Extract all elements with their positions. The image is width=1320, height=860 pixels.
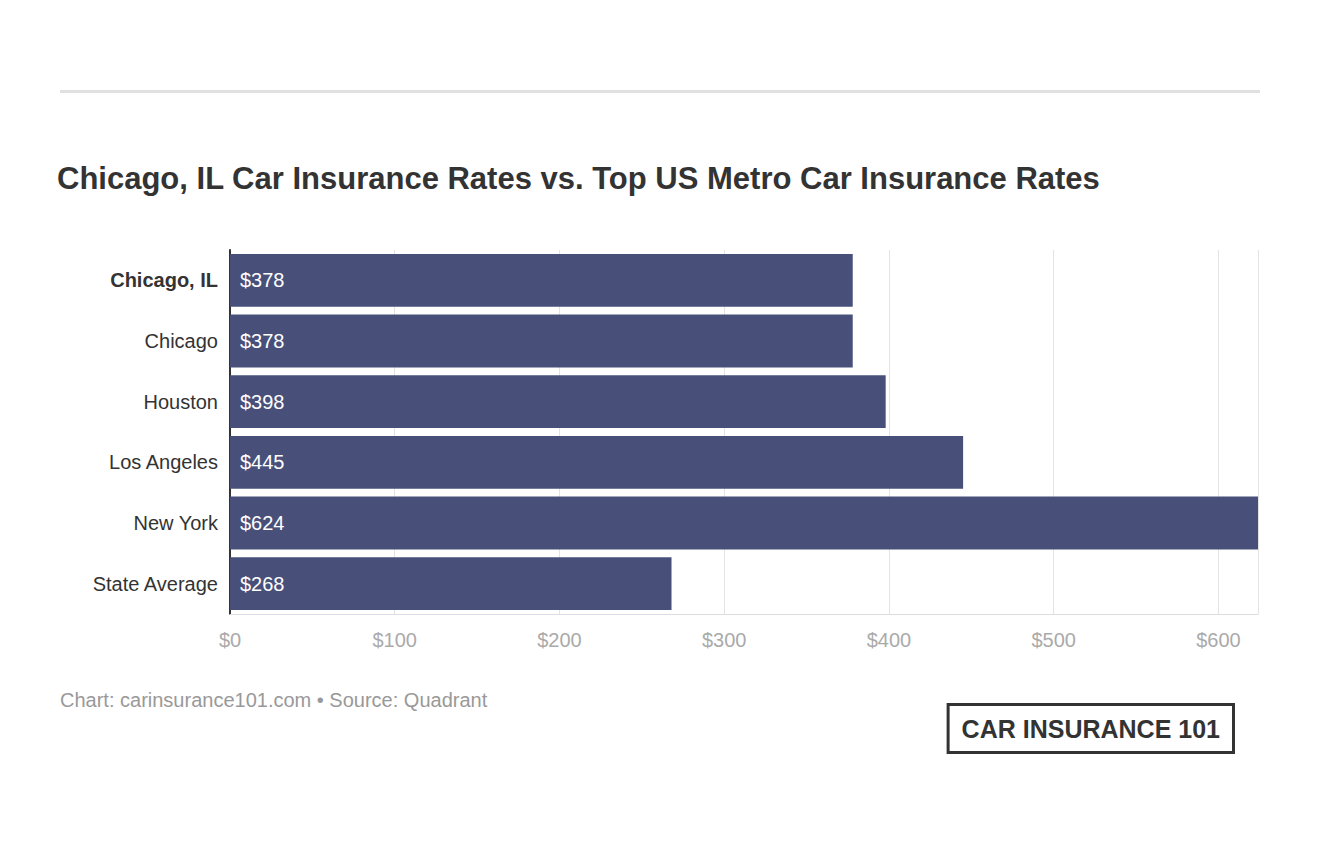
svg-text:$0: $0: [219, 629, 241, 651]
svg-text:Chart: carinsurance101.com • S: Chart: carinsurance101.com • Source: Qua…: [60, 689, 488, 711]
svg-text:$378: $378: [240, 269, 285, 291]
svg-text:$268: $268: [240, 573, 285, 595]
svg-text:CAR INSURANCE 101: CAR INSURANCE 101: [962, 715, 1220, 743]
svg-text:$398: $398: [240, 391, 285, 413]
svg-text:$300: $300: [702, 629, 747, 651]
svg-text:$100: $100: [372, 629, 417, 651]
svg-text:$400: $400: [867, 629, 912, 651]
svg-text:$500: $500: [1031, 629, 1076, 651]
svg-text:Chicago: Chicago: [145, 330, 218, 352]
svg-text:Chicago, IL Car Insurance Rate: Chicago, IL Car Insurance Rates vs. Top …: [57, 161, 1100, 196]
svg-text:New York: New York: [134, 512, 219, 534]
svg-text:$624: $624: [240, 512, 285, 534]
svg-text:$445: $445: [240, 451, 285, 473]
svg-text:$600: $600: [1196, 629, 1241, 651]
svg-text:$378: $378: [240, 330, 285, 352]
svg-text:Los Angeles: Los Angeles: [109, 451, 218, 473]
svg-text:Chicago, IL: Chicago, IL: [110, 269, 218, 291]
svg-text:Houston: Houston: [144, 391, 219, 413]
svg-text:$200: $200: [537, 629, 582, 651]
svg-text:State Average: State Average: [93, 573, 218, 595]
